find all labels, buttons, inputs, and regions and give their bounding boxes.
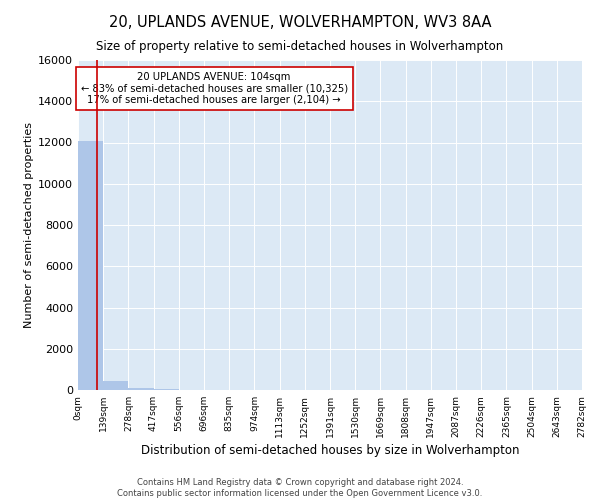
Bar <box>103 382 128 390</box>
Bar <box>78 142 103 390</box>
Text: 20 UPLANDS AVENUE: 104sqm
← 83% of semi-detached houses are smaller (10,325)
17%: 20 UPLANDS AVENUE: 104sqm ← 83% of semi-… <box>80 72 347 105</box>
Text: 20, UPLANDS AVENUE, WOLVERHAMPTON, WV3 8AA: 20, UPLANDS AVENUE, WOLVERHAMPTON, WV3 8… <box>109 15 491 30</box>
Y-axis label: Number of semi-detached properties: Number of semi-detached properties <box>24 122 34 328</box>
Text: Size of property relative to semi-detached houses in Wolverhampton: Size of property relative to semi-detach… <box>97 40 503 53</box>
X-axis label: Distribution of semi-detached houses by size in Wolverhampton: Distribution of semi-detached houses by … <box>141 444 519 457</box>
Bar <box>154 389 179 390</box>
Text: Contains HM Land Registry data © Crown copyright and database right 2024.
Contai: Contains HM Land Registry data © Crown c… <box>118 478 482 498</box>
Bar <box>128 388 154 390</box>
